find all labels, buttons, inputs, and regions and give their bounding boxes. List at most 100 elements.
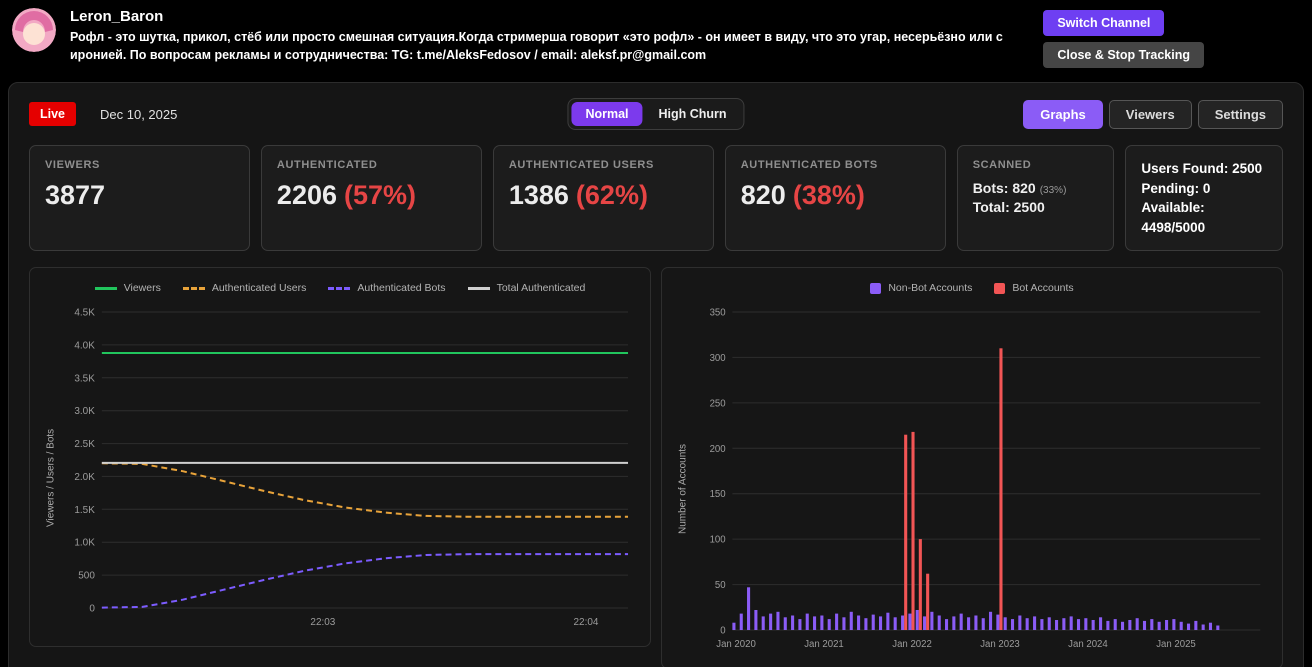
authenticated-users-card-value: 1386 (62%) (509, 180, 698, 211)
authenticated-bots-value: 820 (740, 180, 786, 210)
viewers-card: VIEWERS 3877 (29, 145, 250, 252)
line-chart-y-axis-label: Viewers / Users / Bots (45, 429, 57, 528)
authenticated-card-label: AUTHENTICATED (276, 159, 378, 171)
stats-row: VIEWERS 3877 AUTHENTICATED 2206 (57%) AUT… (29, 145, 1284, 252)
svg-text:50: 50 (715, 580, 726, 591)
authenticated-card-value: 2206 (57%) (277, 180, 466, 211)
authenticated-card: AUTHENTICATED 2206 (57%) (260, 145, 482, 252)
svg-text:22:04: 22:04 (574, 617, 599, 628)
svg-text:350: 350 (710, 308, 727, 319)
legend-swatch (182, 286, 205, 290)
svg-text:250: 250 (710, 399, 727, 410)
pending-line: Pending: 0 (1141, 180, 1211, 196)
legend-item-viewers[interactable]: Viewers (94, 282, 161, 295)
legend-item-bot-accounts[interactable]: Bot Accounts (994, 282, 1074, 295)
svg-text:Jan 2021: Jan 2021 (804, 639, 844, 650)
users-found-line: Users Found: 2500 (1141, 161, 1263, 176)
svg-text:3.5K: 3.5K (74, 374, 95, 385)
legend-label: Bot Accounts (1012, 282, 1074, 295)
activity-line-chart-panel: Viewers Authenticated Users Authenticated … (29, 267, 651, 648)
legend-swatch (467, 286, 490, 290)
legend-swatch (870, 282, 882, 294)
viewers-line-chart: 0 500 1.0K 1.5K 2.0K 2.5K 3.0K 3.5K 4.0K 4.5K 22:0… (74, 308, 629, 628)
mode-high-churn-button[interactable]: High Churn (645, 102, 741, 126)
svg-text:1.5K: 1.5K (74, 505, 95, 516)
svg-text:500: 500 (78, 571, 95, 582)
mode-normal-button[interactable]: Normal (571, 102, 643, 126)
svg-text:Jan 2025: Jan 2025 (1156, 639, 1196, 650)
legend-item-authenticated-users[interactable]: Authenticated Users (182, 282, 307, 295)
legend-item-non-bot-accounts[interactable]: Non-Bot Accounts (870, 282, 972, 294)
scanned-card: SCANNED Bots: 820 (33%) Total: 2500 (956, 145, 1115, 252)
viewers-card-value: 3877 (45, 180, 106, 210)
scanned-total-line: Total: 2500 (972, 199, 1045, 215)
scanned-card-label: SCANNED (972, 159, 1032, 171)
scanned-bots-line: Bots: 820 (33%) (973, 180, 1099, 196)
tracking-panel: Live Dec 10, 2025 Normal High Churn Grap… (8, 82, 1304, 667)
legend-swatch (994, 282, 1006, 294)
svg-text:2.5K: 2.5K (74, 439, 95, 450)
svg-text:0: 0 (720, 626, 726, 637)
svg-text:Jan 2020: Jan 2020 (716, 639, 756, 650)
available-value-line: 4498/5000 (1141, 219, 1206, 235)
svg-text:4.0K: 4.0K (74, 341, 95, 352)
channel-header: Leron_Baron Рофл - это шутка, прикол, ст… (0, 0, 1312, 78)
scanned-bots-percent: (33%) (1039, 185, 1067, 196)
bar-chart-y-axis-label: Number of Accounts (677, 444, 689, 535)
authenticated-users-percent: (62%) (575, 180, 648, 210)
avatar (12, 8, 56, 52)
authenticated-bots-card-label: AUTHENTICATED BOTS (740, 159, 878, 171)
channel-description: Рофл - это шутка, прикол, стёб или прост… (70, 30, 1003, 62)
legend-swatch (94, 286, 117, 290)
view-tabs: Graphs Viewers Settings (1023, 99, 1283, 129)
legend-label: Non-Bot Accounts (888, 282, 973, 295)
svg-text:22:03: 22:03 (310, 617, 335, 628)
scan-summary-card: Users Found: 2500 Pending: 0 Available: … (1125, 145, 1284, 252)
line-chart-body: Viewers / Users / Bots 0 500 1.0K 1.5K 2.0K 2… (44, 304, 636, 634)
svg-text:2.0K: 2.0K (74, 472, 95, 483)
authenticated-users-value: 1386 (508, 180, 569, 210)
channel-name: Leron_Baron (70, 8, 164, 25)
bar-chart-body: Number of Accounts 0 50 100 150 200 250 300 350… (676, 304, 1268, 656)
bar-chart-legend: Non-Bot Accounts Bot Accounts (676, 282, 1268, 294)
accounts-bar-chart: 0 50 100 150 200 250 300 350 Jan 2020 Jan 2021 Jan… (710, 308, 1261, 650)
svg-text:150: 150 (710, 489, 727, 500)
legend-label: Authenticated Bots (357, 282, 446, 295)
legend-label: Viewers (123, 282, 161, 295)
legend-item-authenticated-bots[interactable]: Authenticated Bots (328, 282, 446, 295)
tab-settings[interactable]: Settings (1197, 99, 1283, 129)
legend-label: Total Authenticated (496, 282, 586, 295)
authenticated-bots-card-value: 820 (38%) (741, 180, 930, 211)
authenticated-percent: (57%) (344, 180, 417, 210)
tab-viewers[interactable]: Viewers (1108, 99, 1192, 129)
tab-graphs[interactable]: Graphs (1023, 99, 1103, 129)
svg-text:1.0K: 1.0K (74, 538, 95, 549)
svg-text:Jan 2024: Jan 2024 (1068, 639, 1108, 650)
toolbar: Live Dec 10, 2025 Normal High Churn Grap… (29, 98, 1283, 130)
legend-label: Authenticated Users (211, 282, 307, 295)
svg-text:100: 100 (710, 535, 727, 546)
available-label-line: Available: (1141, 200, 1205, 216)
legend-swatch (328, 286, 351, 290)
scanned-bots-text: Bots: 820 (972, 180, 1036, 196)
channel-info: Leron_Baron Рофл - это шутка, прикол, ст… (70, 8, 1029, 64)
authenticated-bots-card: AUTHENTICATED BOTS 820 (38%) (724, 145, 946, 252)
close-stop-tracking-button[interactable]: Close & Stop Tracking (1043, 42, 1204, 68)
authenticated-users-card: AUTHENTICATED USERS 1386 (62%) (492, 145, 714, 252)
svg-text:200: 200 (710, 444, 727, 455)
stream-date: Dec 10, 2025 (100, 106, 178, 122)
switch-channel-button[interactable]: Switch Channel (1043, 10, 1165, 36)
svg-text:0: 0 (89, 604, 95, 615)
avatar-image (12, 8, 56, 52)
viewers-card-label: VIEWERS (45, 159, 100, 171)
churn-mode-toggle: Normal High Churn (567, 98, 745, 130)
legend-item-total-authenticated[interactable]: Total Authenticated (467, 282, 586, 295)
live-badge: Live (29, 102, 77, 126)
line-chart-legend: Viewers Authenticated Users Authenticated … (44, 282, 636, 294)
svg-text:3.0K: 3.0K (74, 406, 95, 417)
svg-text:Jan 2023: Jan 2023 (980, 639, 1020, 650)
authenticated-value: 2206 (276, 180, 337, 210)
svg-text:4.5K: 4.5K (74, 308, 95, 319)
authenticated-users-card-label: AUTHENTICATED USERS (508, 159, 654, 171)
authenticated-bots-percent: (38%) (792, 180, 865, 210)
